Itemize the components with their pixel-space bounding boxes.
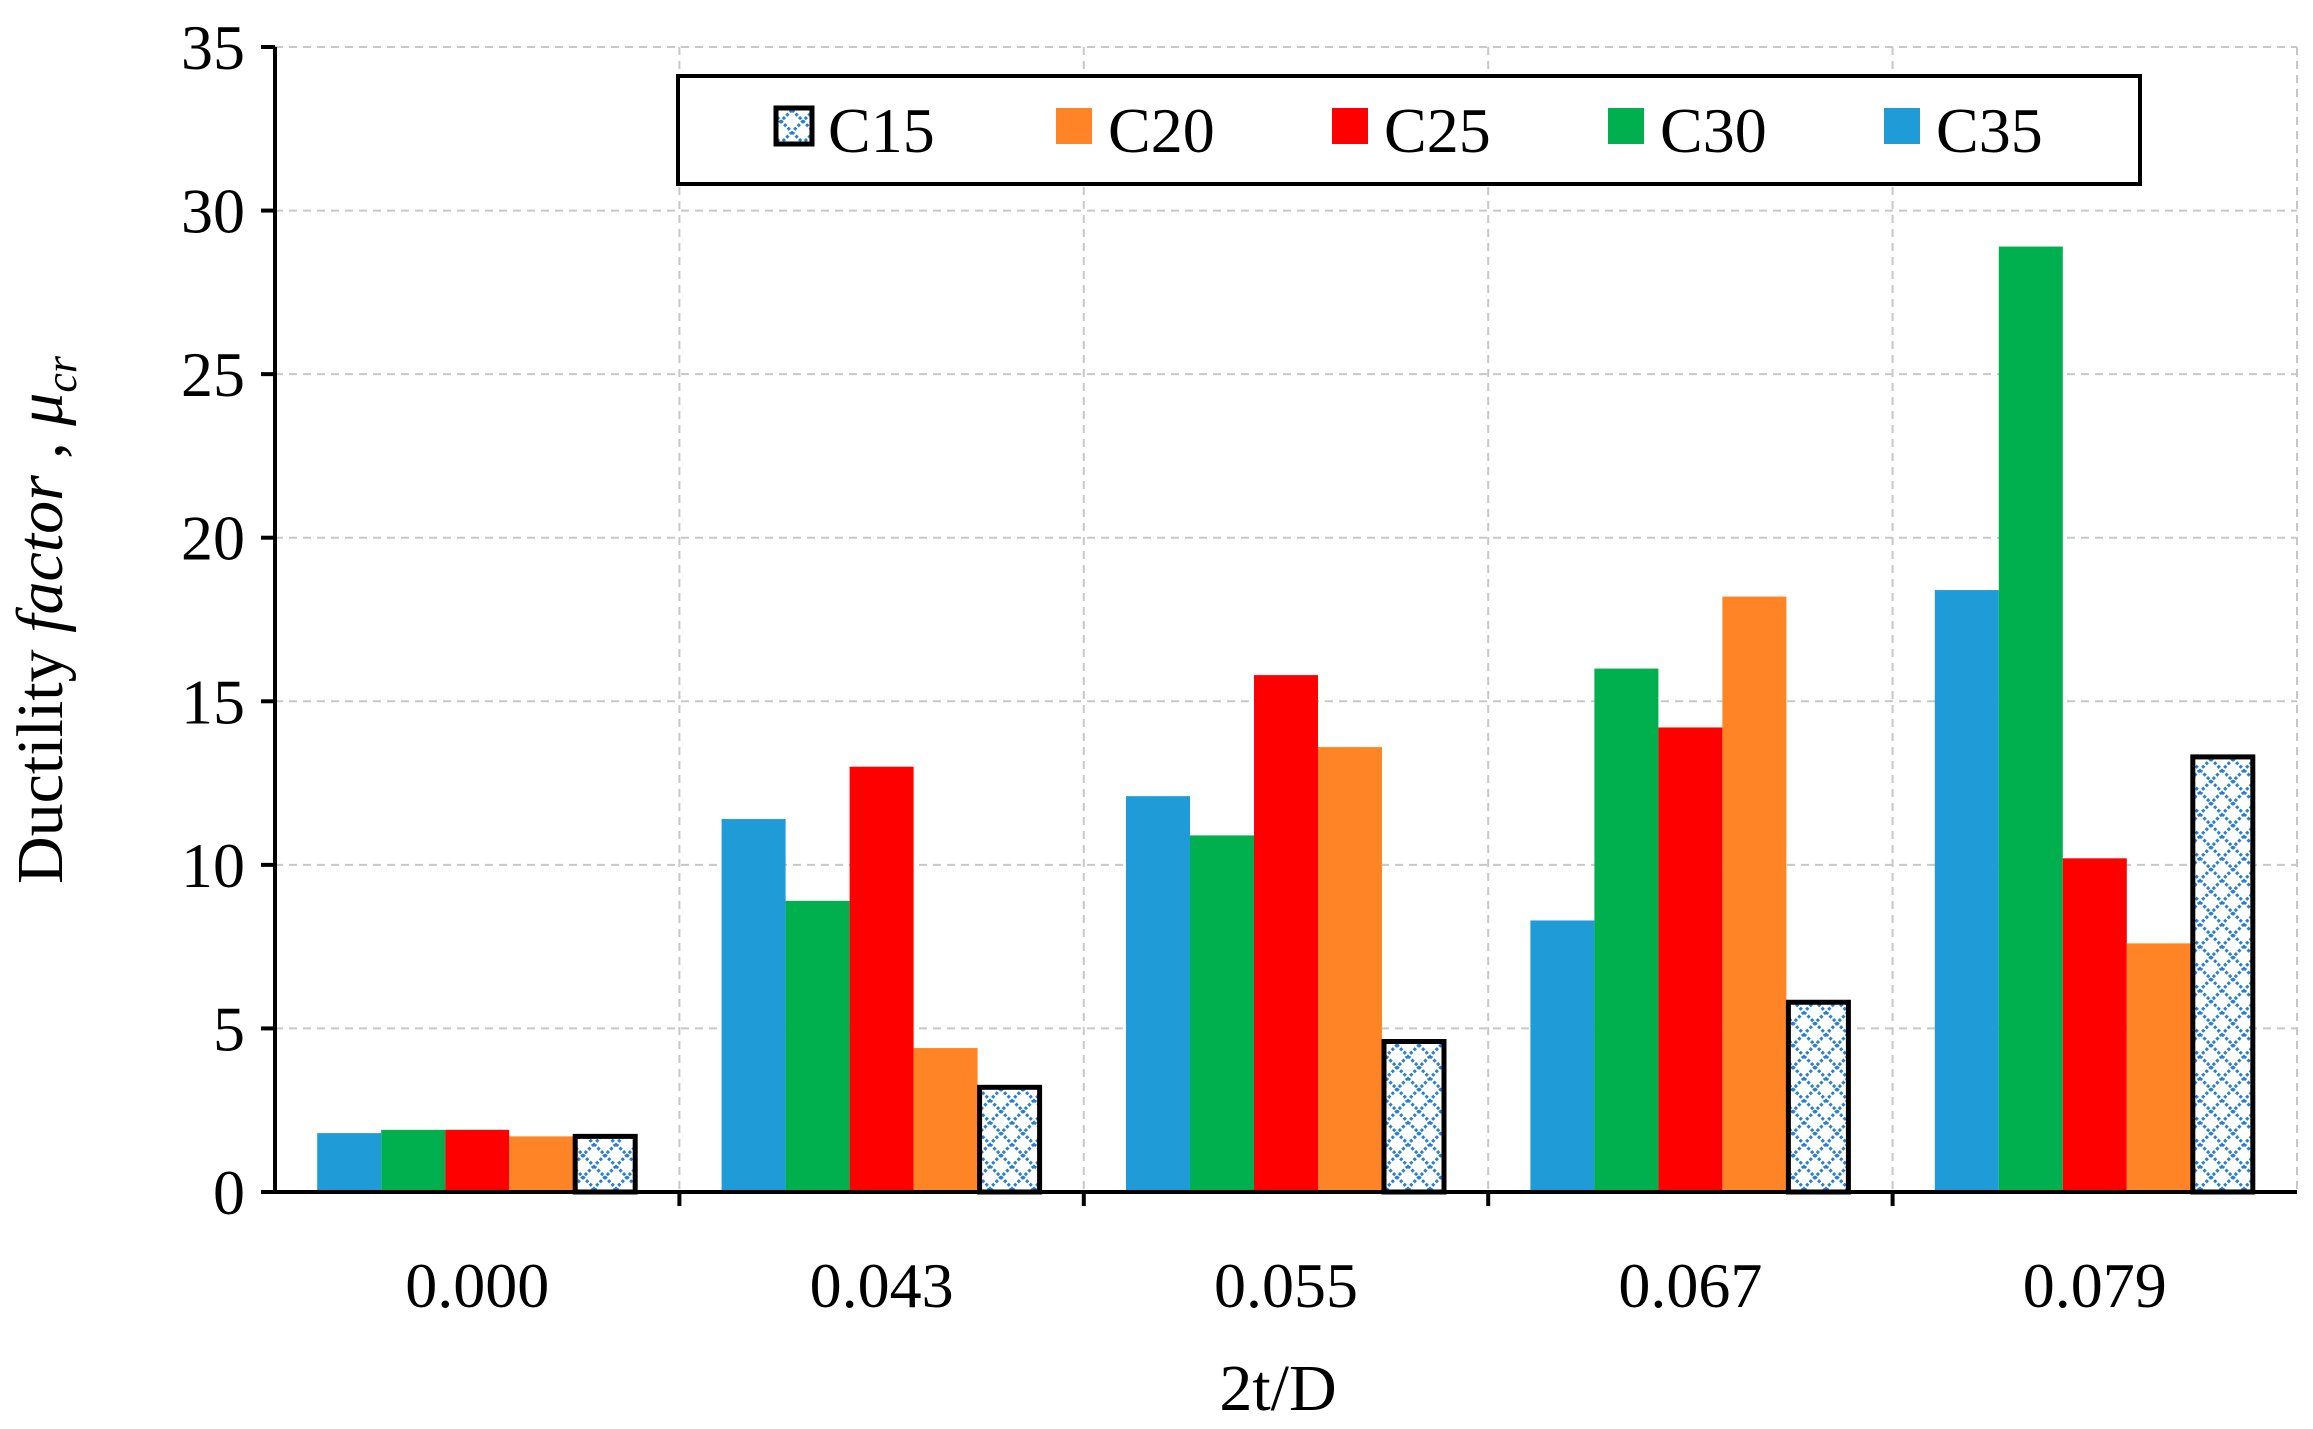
legend-swatch-c30 [1608, 108, 1644, 144]
bar-c35-0.079 [1934, 590, 1999, 1192]
y-tick-label: 25 [181, 339, 245, 410]
bar-c30-0.079 [1998, 246, 2063, 1193]
bar-c15-0.043 [977, 1084, 1043, 1195]
y-tick-label: 30 [181, 176, 245, 247]
legend-label-c30: C30 [1660, 95, 1767, 166]
y-axis-title-prefix: Ductility [4, 633, 77, 884]
bar-c20-0.043 [913, 1048, 978, 1192]
legend-label-c20: C20 [1108, 95, 1215, 166]
y-tick-label: 5 [213, 993, 245, 1064]
bar-c15-0.079 [2190, 754, 2256, 1195]
bar-c30-0.043 [785, 900, 850, 1192]
y-axis-title-italic: factor [4, 475, 77, 633]
y-tick-label: 20 [181, 503, 245, 574]
y-axis-title-mu: μ [4, 393, 77, 427]
legend-label-c25: C25 [1384, 95, 1491, 166]
legend-label-c15: C15 [828, 95, 935, 166]
bar-c30-0.055 [1190, 835, 1254, 1192]
bar-c35-0.067 [1530, 920, 1595, 1192]
bar-c25-0.067 [1658, 727, 1723, 1192]
x-tick-label: 0.043 [810, 1250, 954, 1321]
y-axis-title-comma: , [4, 426, 77, 476]
x-tick-labels: 0.000 0.043 0.055 0.067 0.079 [405, 1250, 2167, 1321]
bar-c35-0.055 [1126, 796, 1190, 1192]
x-tick-label: 0.000 [405, 1250, 549, 1321]
y-tick-labels: 0 5 10 15 20 25 30 35 [181, 12, 245, 1228]
bar-c35-0.000 [317, 1133, 382, 1192]
y-tick-label: 15 [181, 666, 245, 737]
bar-c20-0.000 [509, 1136, 574, 1192]
y-axis-title: Ductility factor , μcr [4, 355, 86, 884]
bar-c25-0.055 [1254, 675, 1318, 1192]
x-axis-title: 2t/D [1219, 1352, 1336, 1425]
x-tick-label: 0.067 [1618, 1250, 1762, 1321]
legend-swatch-c25 [1332, 108, 1368, 144]
bar-c30-0.067 [1594, 668, 1659, 1192]
legend-swatch-c15 [773, 105, 815, 147]
bar-c20-0.067 [1722, 596, 1787, 1192]
bar-c15-0.067 [1785, 999, 1851, 1195]
grid-lines [275, 46, 2298, 1192]
bar-c30-0.000 [381, 1129, 446, 1192]
bar-c25-0.043 [849, 766, 914, 1192]
legend-label-c35: C35 [1936, 95, 2043, 166]
bar-c20-0.055 [1318, 747, 1382, 1192]
y-axis-title-subscript: cr [37, 355, 86, 393]
y-tick-label: 0 [213, 1157, 245, 1228]
x-tick-label: 0.055 [1214, 1250, 1358, 1321]
bar-c20-0.079 [2126, 943, 2191, 1192]
x-tick-label: 0.079 [2023, 1250, 2167, 1321]
y-tick-label: 10 [181, 830, 245, 901]
legend-swatch-c20 [1056, 108, 1092, 144]
y-tick-label: 35 [181, 12, 245, 83]
legend: C15 C20 C25 C30 C35 [676, 74, 2142, 186]
bar-c25-0.079 [2062, 858, 2127, 1192]
bars-group [317, 246, 2256, 1195]
bar-c15-0.055 [1381, 1039, 1447, 1195]
bar-c35-0.043 [721, 819, 786, 1192]
axes [261, 45, 2297, 1206]
bar-c25-0.000 [445, 1129, 510, 1192]
bar-c15-0.000 [572, 1133, 638, 1195]
legend-swatch-c35 [1884, 108, 1920, 144]
